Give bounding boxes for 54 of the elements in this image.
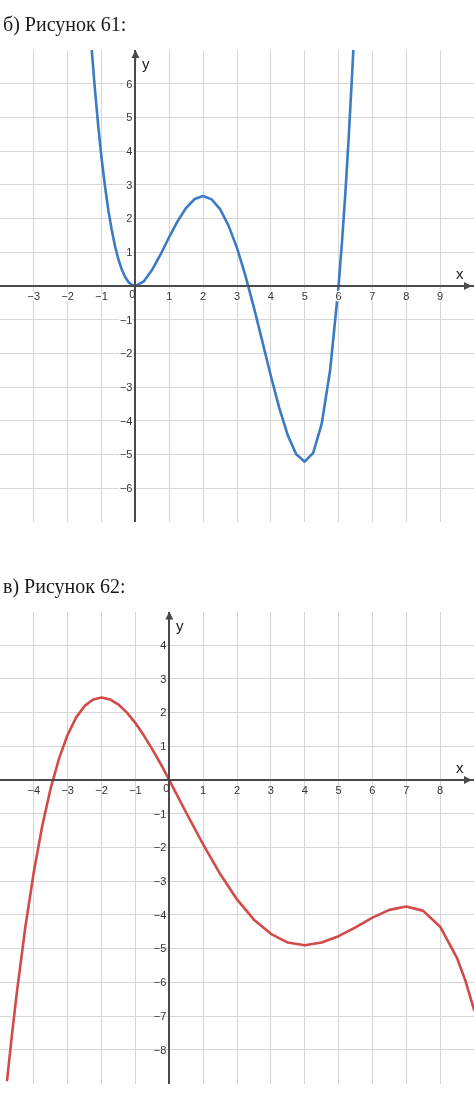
x-tick-label: −1 [95, 290, 108, 302]
y-tick-label: −5 [153, 942, 167, 955]
x-tick-label: 5 [335, 784, 342, 797]
x-tick-label: 4 [267, 290, 274, 302]
x-tick-label: 3 [233, 290, 241, 302]
x-tick-label: 8 [437, 784, 444, 797]
y-axis-title: y [142, 55, 150, 72]
x-tick-label: −2 [61, 290, 74, 302]
y-tick-label: −3 [153, 875, 167, 888]
y-tick-label: −4 [119, 414, 133, 427]
x-tick-label: −2 [95, 784, 108, 797]
x-tick-label: 5 [301, 290, 308, 302]
x-tick-label: 7 [403, 784, 410, 797]
y-tick-label: 2 [126, 212, 133, 225]
x-tick-label: 7 [369, 290, 376, 302]
x-tick-label: 9 [437, 290, 444, 302]
x-tick-label: 8 [403, 290, 410, 302]
x-tick-label: 6 [369, 784, 376, 797]
x-tick-label: −3 [27, 290, 41, 302]
x-tick-label: 3 [267, 784, 274, 797]
y-tick-label: 4 [160, 639, 167, 652]
chart-title: в) Рисунок 62: [3, 575, 126, 598]
line-series [90, 50, 355, 463]
y-tick-label: 4 [126, 144, 133, 157]
y-tick-label: −5 [119, 448, 133, 461]
y-tick-label: 2 [160, 706, 167, 719]
x-tick-label: 2 [200, 290, 207, 302]
x-tick-label: 6 [335, 290, 342, 302]
y-axis-title: y [176, 617, 184, 634]
y-tick-label: −3 [119, 380, 133, 393]
y-tick-label: −2 [153, 841, 167, 854]
chart-title: б) Рисунок 61: [3, 13, 127, 36]
x-tick-label: −4 [27, 784, 41, 797]
y-tick-label: −1 [153, 807, 167, 820]
y-tick-label: −6 [153, 976, 167, 989]
x-axis-title: x [456, 759, 464, 776]
y-tick-label: 6 [126, 77, 133, 90]
y-tick-label: −6 [119, 482, 133, 495]
x-tick-label: 4 [301, 784, 308, 797]
x-tick-label: −3 [61, 784, 74, 797]
y-tick-label: −7 [153, 1009, 167, 1022]
y-tick-label: 3 [160, 672, 167, 685]
x-tick-label: 2 [233, 784, 241, 797]
y-tick-label: 5 [126, 111, 133, 124]
y-tick-label: 1 [160, 740, 167, 753]
y-tick-label: −4 [153, 908, 167, 921]
x-axis-title: x [456, 265, 464, 282]
line-series [5, 696, 474, 1082]
y-tick-label: 3 [126, 178, 133, 191]
x-tick-label: 1 [200, 784, 207, 797]
y-tick-label: 1 [126, 246, 133, 259]
y-tick-label: −8 [153, 1043, 167, 1056]
y-tick-label: −1 [119, 313, 133, 326]
y-tick-label: −2 [119, 347, 133, 360]
